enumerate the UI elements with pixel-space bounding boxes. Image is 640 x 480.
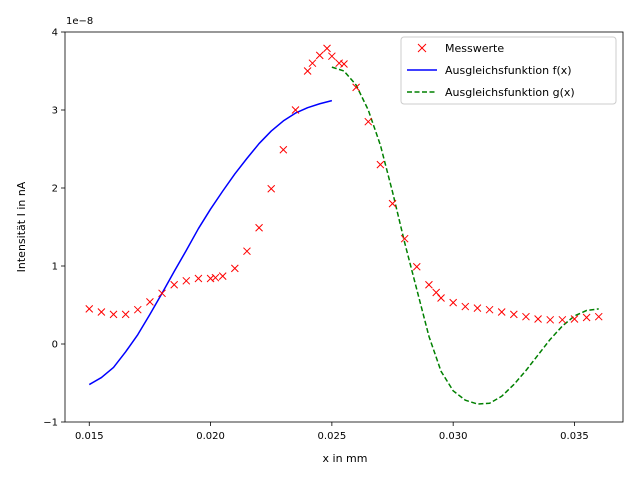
y-tick-label: 1 [52, 262, 58, 273]
x-tick-label: 0.035 [560, 431, 589, 442]
data-point-messwerte [243, 247, 251, 256]
y-axis-label: Intensität I in nA [15, 181, 28, 272]
series-line-f [88, 99, 333, 386]
data-point-messwerte [146, 298, 154, 306]
data-point-messwerte [400, 234, 409, 243]
legend-box [400, 36, 617, 105]
data-point-messwerte [412, 262, 421, 271]
data-point-messwerte [485, 305, 494, 314]
data-point-messwerte [509, 310, 518, 319]
data-point-messwerte [473, 304, 482, 312]
series-line-g [331, 66, 599, 405]
data-point-messwerte [109, 310, 118, 319]
legend-label-messwerte: Messwerte [445, 42, 504, 55]
data-point-messwerte [449, 298, 458, 307]
data-point-messwerte [303, 67, 312, 75]
data-point-messwerte [211, 273, 220, 282]
data-point-messwerte [352, 83, 360, 92]
data-point-messwerte [594, 312, 603, 321]
data-point-messwerte [291, 106, 300, 114]
data-point-messwerte [158, 289, 166, 298]
data-point-messwerte [230, 264, 239, 273]
y-tick-label: 3 [52, 106, 58, 117]
x-axis-ticks: 0.015 0.020 0.025 0.030 0.035 [75, 422, 589, 442]
axes-frame [64, 31, 624, 423]
legend-label-g: Ausgleichsfunktion g(x) [445, 86, 575, 99]
data-point-messwerte [522, 312, 530, 321]
x-tick-label: 0.020 [196, 431, 225, 442]
legend-marker-messwerte [417, 43, 427, 53]
legend: Messwerte Ausgleichsfunktion f(x) Ausgle… [400, 36, 617, 105]
y-tick-label: 2 [52, 184, 58, 195]
y-tick-label: −1 [43, 418, 58, 429]
data-point-messwerte [582, 313, 591, 322]
y-axis-offset-text: 1e−8 [66, 16, 93, 27]
x-tick-label: 0.025 [318, 431, 347, 442]
data-point-messwerte [328, 52, 336, 61]
data-point-messwerte [340, 60, 348, 68]
data-point-messwerte [308, 59, 317, 68]
data-point-messwerte [364, 117, 373, 126]
y-tick-label: 4 [52, 28, 58, 39]
data-markers [85, 44, 603, 324]
data-point-messwerte [558, 315, 567, 324]
data-point-messwerte [425, 280, 433, 289]
data-point-messwerte [133, 305, 142, 314]
data-point-messwerte [388, 199, 397, 208]
y-axis-ticks: −1 0 1 2 3 4 [43, 28, 65, 429]
data-point-messwerte [267, 184, 276, 193]
data-point-messwerte [170, 280, 179, 289]
data-point-messwerte [121, 310, 130, 319]
data-point-messwerte [218, 272, 227, 280]
x-axis-label: x in mm [323, 452, 368, 465]
data-point-messwerte [534, 315, 542, 323]
data-point-messwerte [85, 305, 94, 313]
data-point-messwerte [570, 315, 579, 323]
data-point-messwerte [376, 160, 385, 169]
data-point-messwerte [497, 308, 506, 316]
data-point-messwerte [182, 276, 191, 285]
data-point-messwerte [323, 44, 331, 53]
data-point-messwerte [279, 145, 288, 154]
y-tick-label: 0 [52, 340, 58, 351]
x-tick-label: 0.030 [439, 431, 468, 442]
data-point-messwerte [255, 223, 263, 232]
legend-label-f: Ausgleichsfunktion f(x) [445, 64, 572, 77]
data-point-messwerte [437, 294, 445, 302]
data-point-messwerte [461, 302, 470, 311]
data-point-messwerte [194, 274, 203, 283]
plot-lines [88, 66, 599, 405]
x-tick-label: 0.015 [75, 431, 104, 442]
data-point-messwerte [315, 51, 324, 60]
data-point-messwerte [546, 315, 555, 324]
data-point-messwerte [97, 308, 106, 316]
